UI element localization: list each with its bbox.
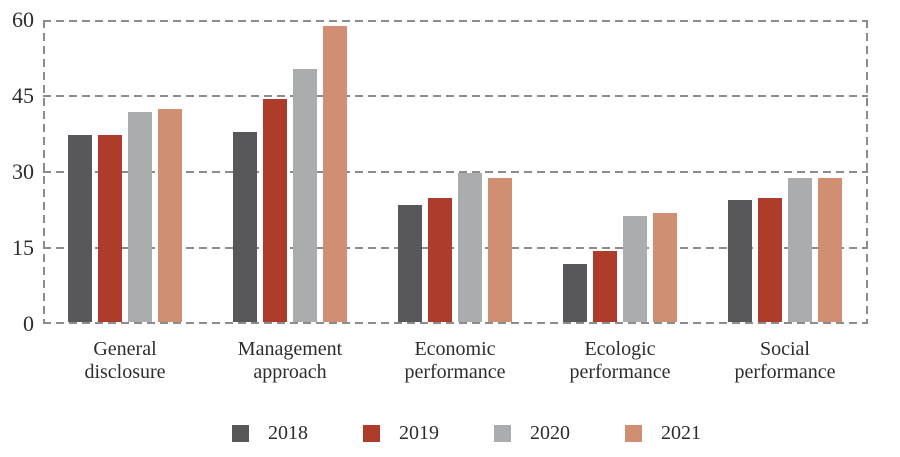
bar-2020-social-performance [788,177,812,322]
legend-swatch-2020 [494,424,511,442]
bar-group-social-performance [728,177,842,322]
x-axis-labels: General disclosure Management approach Econo… [0,338,900,398]
x-label-management-approach: Management approach [237,338,343,383]
gridline-15 [43,247,868,249]
bar-2019-ecologic-performance [593,251,617,322]
legend-item-2019: 2019 [363,422,439,444]
legend: 2018 2019 2020 2021 [232,422,701,444]
legend-swatch-2019 [363,424,380,442]
x-axis-line [43,322,868,324]
bar-2019-management-approach [263,99,287,322]
gridline-30 [43,171,868,173]
y-tick-label-0: 0 [23,311,34,336]
y-tick-label-15: 15 [12,235,34,260]
bar-2021-ecologic-performance [653,213,677,322]
bar-2020-ecologic-performance [623,215,647,322]
legend-swatch-2021 [625,424,642,442]
bar-2021-social-performance [818,177,842,322]
bar-2021-economic-performance [488,177,512,322]
bar-2018-ecologic-performance [563,263,587,322]
bar-2020-economic-performance [458,172,482,322]
legend-label-2018: 2018 [268,422,308,444]
bar-2021-management-approach [323,25,347,322]
plot-area [43,20,868,324]
bar-2019-social-performance [758,197,782,322]
bar-2018-social-performance [728,200,752,322]
legend-label-2020: 2020 [530,422,570,444]
x-label-general-disclosure: General disclosure [84,338,166,383]
bar-2019-general-disclosure [98,134,122,322]
bar-2020-management-approach [293,68,317,322]
bar-group-management-approach [233,25,347,322]
bar-2020-general-disclosure [128,111,152,322]
bar-2019-economic-performance [428,197,452,322]
y-tick-label-60: 60 [12,7,34,32]
x-label-social-performance: Social performance [734,338,836,383]
bar-group-ecologic-performance [563,213,677,322]
legend-label-2019: 2019 [399,422,439,444]
legend-item-2018: 2018 [232,422,308,444]
y-tick-label-30: 30 [12,159,34,184]
bar-group-economic-performance [398,172,512,322]
bar-2021-general-disclosure [158,109,182,322]
legend-item-2021: 2021 [625,422,701,444]
y-axis: 60 45 30 15 0 [0,8,34,336]
gridline-45 [43,95,868,97]
legend-label-2021: 2021 [661,422,701,444]
legend-swatch-2018 [232,424,249,442]
legend-item-2020: 2020 [494,422,570,444]
y-tick-label-45: 45 [12,83,34,108]
bar-2018-economic-performance [398,205,422,322]
x-label-economic-performance: Economic performance [404,338,506,383]
x-label-ecologic-performance: Ecologic performance [569,338,671,383]
bar-2018-general-disclosure [68,134,92,322]
bar-2018-management-approach [233,132,257,322]
bar-group-general-disclosure [68,109,182,322]
plot-border-top [43,20,868,22]
